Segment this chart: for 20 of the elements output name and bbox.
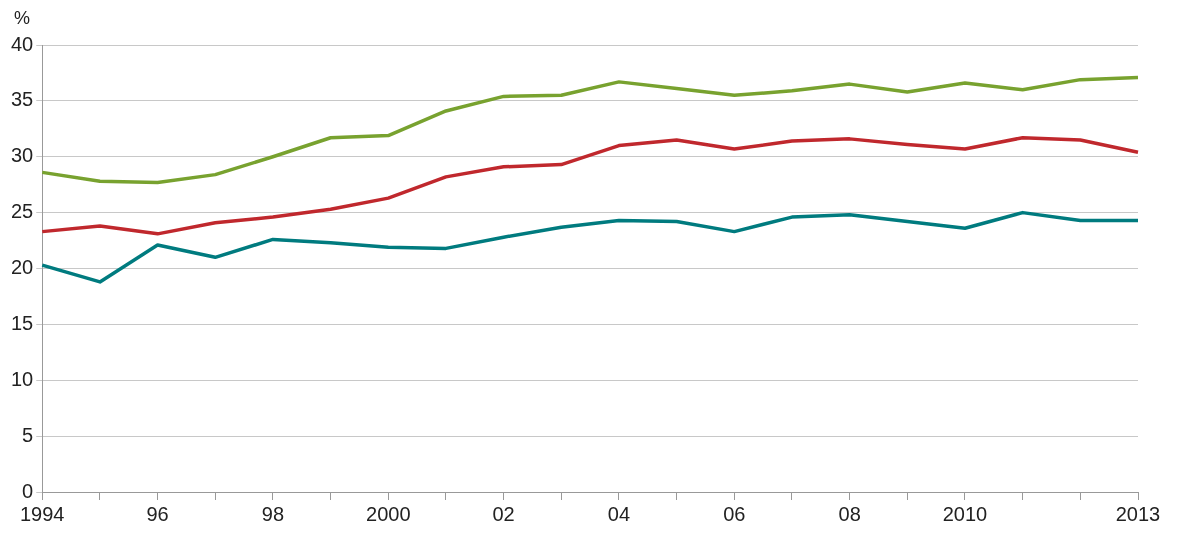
x-tick-label: 1994 <box>20 502 65 525</box>
y-tick-label: 25 <box>11 200 34 223</box>
y-axis-title: % <box>14 8 31 30</box>
y-tick-label: 20 <box>11 256 34 279</box>
x-tick-label: 2010 <box>942 502 988 525</box>
x-tick-label: 2013 <box>1115 502 1161 525</box>
x-tick-label: 96 <box>146 502 169 525</box>
y-tick-label: 0 <box>22 479 34 502</box>
y-tick-label: 35 <box>11 88 34 111</box>
y-tick-label: 15 <box>11 311 34 334</box>
x-tick-label: 2000 <box>366 502 411 525</box>
x-tick-label: 08 <box>838 502 861 525</box>
x-tick-label: 02 <box>492 502 515 525</box>
y-tick-label: 30 <box>11 144 34 167</box>
y-tick-label: 40 <box>11 32 34 55</box>
y-tick-label: 5 <box>22 423 34 446</box>
y-tick-label: 10 <box>11 367 34 390</box>
x-tick-label: 06 <box>723 502 746 525</box>
x-tick-label: 98 <box>261 502 285 525</box>
x-tick-label: 04 <box>607 502 631 525</box>
